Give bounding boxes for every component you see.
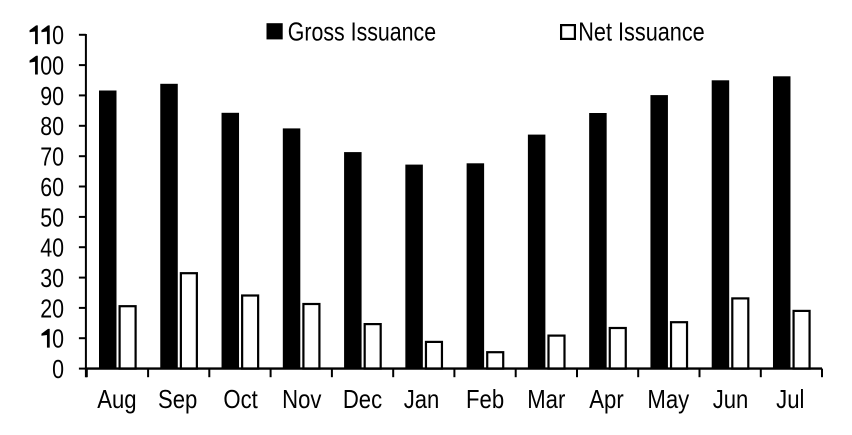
svg-text:60: 60 [40,172,64,202]
svg-text:Jun: Jun [713,384,749,414]
svg-text:0: 0 [52,20,64,50]
svg-text:Sep: Sep [158,384,197,414]
svg-text:20: 20 [40,293,64,323]
svg-text:Aug: Aug [97,384,136,414]
svg-text:0: 0 [40,51,52,81]
svg-text:Feb: Feb [466,384,504,414]
svg-text:40: 40 [40,233,64,263]
svg-text:Jan: Jan [404,384,440,414]
svg-text:80: 80 [40,111,64,141]
svg-text:0: 0 [52,354,64,384]
svg-text:0: 0 [52,324,64,354]
svg-text:0: 0 [52,51,64,81]
svg-text:90: 90 [40,81,64,111]
svg-text:70: 70 [40,142,64,172]
svg-text:Dec: Dec [343,384,382,414]
svg-text:May: May [647,384,689,414]
svg-text:Jul: Jul [776,384,804,414]
svg-text:Nov: Nov [282,384,321,414]
svg-text:Apr: Apr [589,384,624,414]
svg-text:Mar: Mar [527,384,565,414]
svg-text:Net Issuance: Net Issuance [578,16,704,46]
svg-text:Oct: Oct [223,384,258,414]
svg-text:30: 30 [40,263,64,293]
svg-text:Gross Issuance: Gross Issuance [288,16,436,46]
svg-text:50: 50 [40,202,64,232]
